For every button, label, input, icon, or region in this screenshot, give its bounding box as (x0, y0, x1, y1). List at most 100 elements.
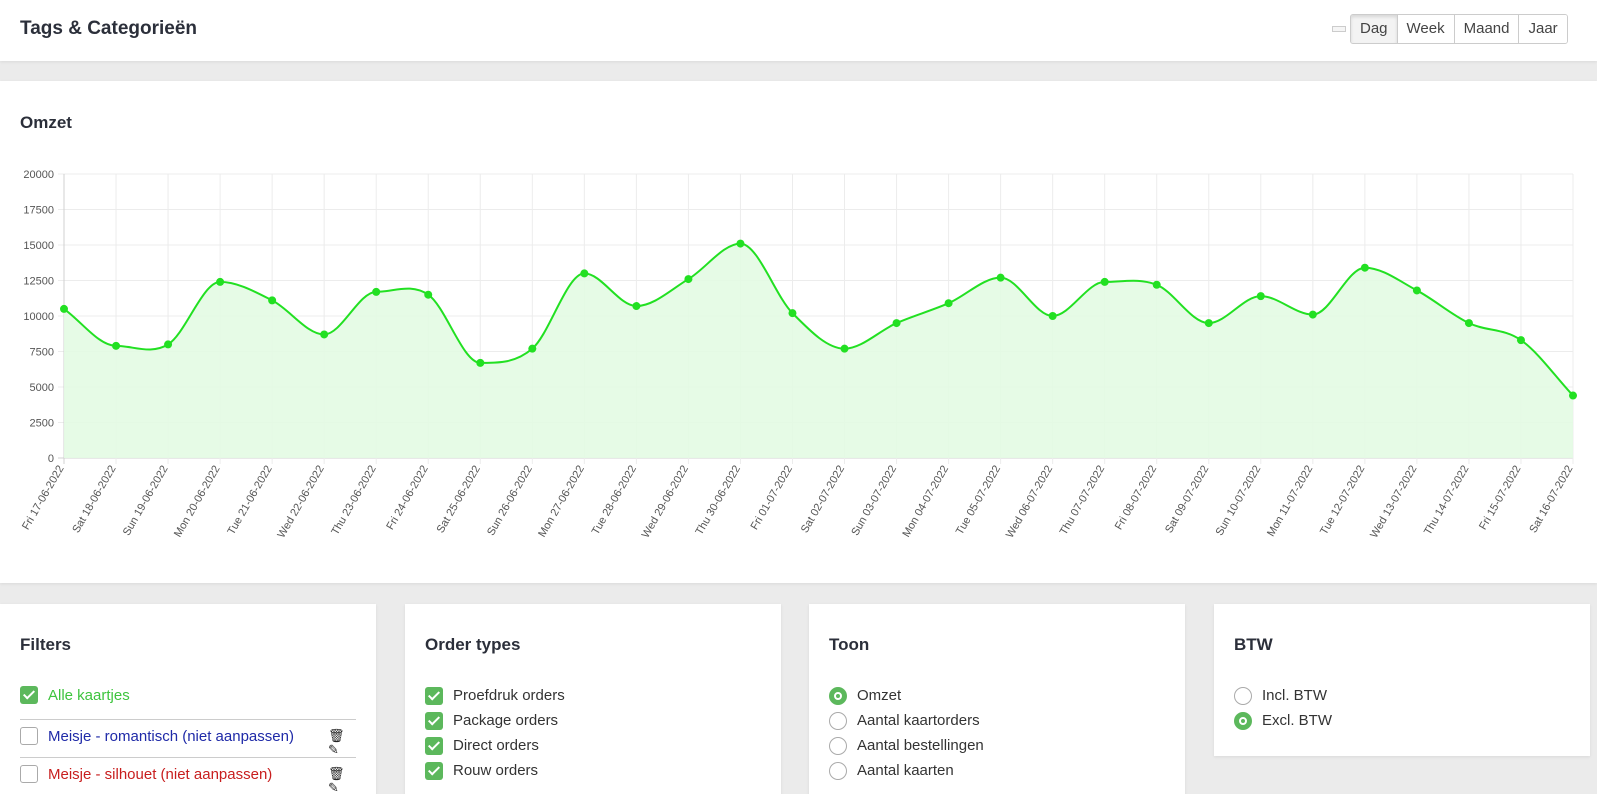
order-types-list: Proefdruk orders Package orders Direct o… (425, 683, 565, 783)
period-week-button[interactable]: Week (1396, 15, 1454, 43)
y-tick-label: 0 (48, 453, 54, 465)
toon-option[interactable]: Aantal kaartorders (829, 708, 984, 733)
x-tick-label: Sat 02-07-2022 (799, 464, 847, 536)
y-tick-label: 7500 (30, 347, 54, 359)
order-type-checkbox[interactable] (425, 686, 443, 705)
filter-list: Alle kaartjes Meisje - romantisch (niet … (20, 685, 356, 794)
data-point (736, 239, 745, 248)
x-tick-label: Wed 13-07-2022 (1368, 464, 1419, 541)
btw-option[interactable]: Incl. BTW (1234, 683, 1332, 708)
x-tick-label: Sun 03-07-2022 (849, 464, 899, 538)
chart-title: Omzet (20, 113, 72, 132)
data-point (944, 299, 953, 308)
order-type-option[interactable]: Direct orders (425, 733, 565, 758)
btw-label: Incl. BTW (1262, 687, 1328, 704)
btw-radio[interactable] (1234, 686, 1252, 705)
x-tick-label: Sat 25-06-2022 (435, 464, 483, 536)
data-point (788, 309, 797, 318)
btw-title: BTW (1234, 635, 1273, 654)
data-point (112, 341, 121, 350)
y-tick-label: 10000 (23, 311, 54, 323)
period-toggle[interactable] (1332, 26, 1346, 32)
data-point (1464, 319, 1473, 328)
toon-radio[interactable] (829, 736, 847, 755)
data-point (1256, 292, 1265, 301)
toon-label: Aantal kaarten (857, 762, 954, 779)
x-tick-label: Sat 09-07-2022 (1163, 464, 1211, 536)
y-tick-label: 12500 (23, 276, 54, 288)
filter-row[interactable]: Meisje - silhouet (niet aanpassen) 🗑 ✎ (20, 758, 356, 794)
x-tick-label: Tue 05-07-2022 (954, 463, 1003, 536)
btw-radio[interactable] (1234, 711, 1252, 730)
y-tick-label: 17500 (23, 205, 54, 217)
filter-row[interactable]: Alle kaartjes (20, 685, 356, 720)
toon-option[interactable]: Omzet (829, 683, 984, 708)
filters-card: Filters Alle kaartjes Meisje - romantisc… (0, 604, 376, 794)
order-type-checkbox[interactable] (425, 711, 443, 730)
x-tick-label: Fri 15-07-2022 (1477, 464, 1523, 532)
x-tick-label: Mon 27-06-2022 (536, 464, 587, 540)
order-type-option[interactable]: Rouw orders (425, 758, 565, 783)
x-tick-label: Tue 21-06-2022 (225, 464, 274, 537)
data-point (1152, 280, 1161, 289)
trash-icon[interactable]: 🗑 (328, 766, 345, 781)
trash-icon[interactable]: 🗑 (328, 728, 345, 743)
btw-option[interactable]: Excl. BTW (1234, 708, 1332, 733)
y-tick-label: 5000 (30, 382, 54, 394)
filter-label: Alle kaartjes (48, 687, 130, 704)
toon-option[interactable]: Aantal kaarten (829, 758, 984, 783)
x-tick-label: Fri 08-07-2022 (1113, 464, 1159, 532)
x-tick-label: Mon 11-07-2022 (1265, 464, 1315, 539)
data-point (996, 273, 1005, 282)
x-tick-label: Wed 06-07-2022 (1004, 464, 1055, 541)
data-point (372, 287, 381, 296)
btw-options: Incl. BTW Excl. BTW (1234, 683, 1332, 733)
order-type-option[interactable]: Package orders (425, 708, 565, 733)
pencil-icon[interactable]: ✎ (328, 780, 339, 794)
x-tick-label: Fri 24-06-2022 (384, 464, 430, 532)
revenue-chart-card: Omzet 0 2500 5000 7500 10000 12500 15000 17500 2… (0, 81, 1597, 583)
order-type-checkbox[interactable] (425, 736, 443, 755)
period-month-button[interactable]: Maand (1453, 15, 1519, 43)
area-fill (64, 243, 1573, 458)
data-point (1516, 336, 1525, 345)
order-type-label: Package orders (453, 712, 559, 729)
top-bar: Tags & Categorieën Dag Week Maand Jaar (0, 0, 1597, 61)
btw-label: Excl. BTW (1262, 712, 1332, 729)
data-point (424, 290, 433, 299)
toon-label: Aantal kaartorders (857, 712, 980, 729)
period-day-button[interactable]: Dag (1351, 15, 1397, 43)
toon-radio[interactable] (829, 761, 847, 780)
toon-radio[interactable] (829, 686, 847, 705)
order-type-label: Proefdruk orders (453, 687, 565, 704)
x-tick-label: Tue 12-07-2022 (1318, 464, 1367, 537)
y-tick-label: 20000 (23, 169, 54, 181)
x-tick-label: Fri 01-07-2022 (749, 464, 795, 532)
data-point (268, 296, 277, 305)
filter-checkbox[interactable] (20, 686, 38, 704)
data-point (1100, 277, 1109, 286)
x-tick-label: Thu 14-07-2022 (1422, 464, 1472, 538)
order-type-option[interactable]: Proefdruk orders (425, 683, 565, 708)
data-point (684, 275, 693, 284)
page-title: Tags & Categorieën (20, 18, 198, 39)
toon-radio[interactable] (829, 711, 847, 730)
x-tick-label: Thu 07-07-2022 (1058, 464, 1108, 538)
data-point (1412, 286, 1421, 295)
data-point (1360, 263, 1369, 272)
filter-label: Meisje - romantisch (niet aanpassen) (48, 728, 294, 745)
filter-checkbox[interactable] (20, 727, 38, 745)
order-type-checkbox[interactable] (425, 761, 443, 780)
toon-label: Aantal bestellingen (857, 737, 984, 754)
x-tick-label: Tue 28-06-2022 (590, 464, 639, 537)
data-point (1569, 391, 1577, 400)
filter-row[interactable]: Meisje - romantisch (niet aanpassen) 🗑 ✎ (20, 720, 356, 758)
x-tick-label: Thu 23-06-2022 (329, 464, 379, 538)
x-tick-label: Wed 22-06-2022 (276, 464, 327, 541)
data-point (60, 304, 68, 313)
filter-checkbox[interactable] (20, 765, 38, 783)
pencil-icon[interactable]: ✎ (328, 742, 339, 757)
btw-card: BTW Incl. BTW Excl. BTW (1214, 604, 1590, 756)
period-year-button[interactable]: Jaar (1518, 15, 1567, 43)
toon-option[interactable]: Aantal bestellingen (829, 733, 984, 758)
